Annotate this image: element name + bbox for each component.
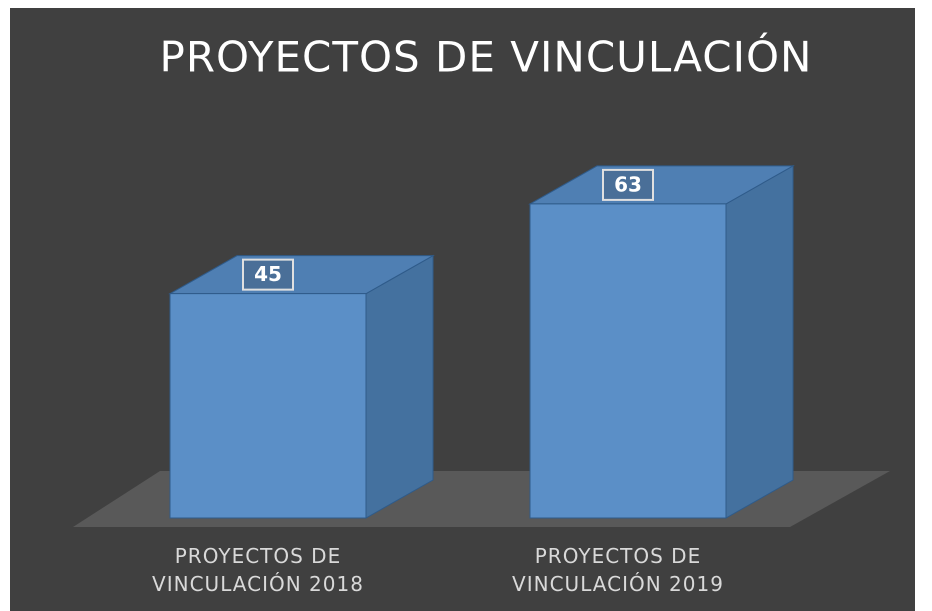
x-tick-label: PROYECTOS DE VINCULACIÓN 2018 [152,544,364,596]
value-label: 63 [614,172,642,196]
value-label-box [242,258,294,291]
chart-title: PROYECTOS DE VINCULACIÓN [160,32,813,82]
value-label: 45 [254,262,282,286]
bar-side [365,254,434,519]
x-tick-label: PROYECTOS DE VINCULACIÓN 2019 [512,544,724,596]
value-label-box [602,168,654,201]
bar-side [725,165,794,519]
bar [529,203,727,519]
bar [169,293,367,519]
